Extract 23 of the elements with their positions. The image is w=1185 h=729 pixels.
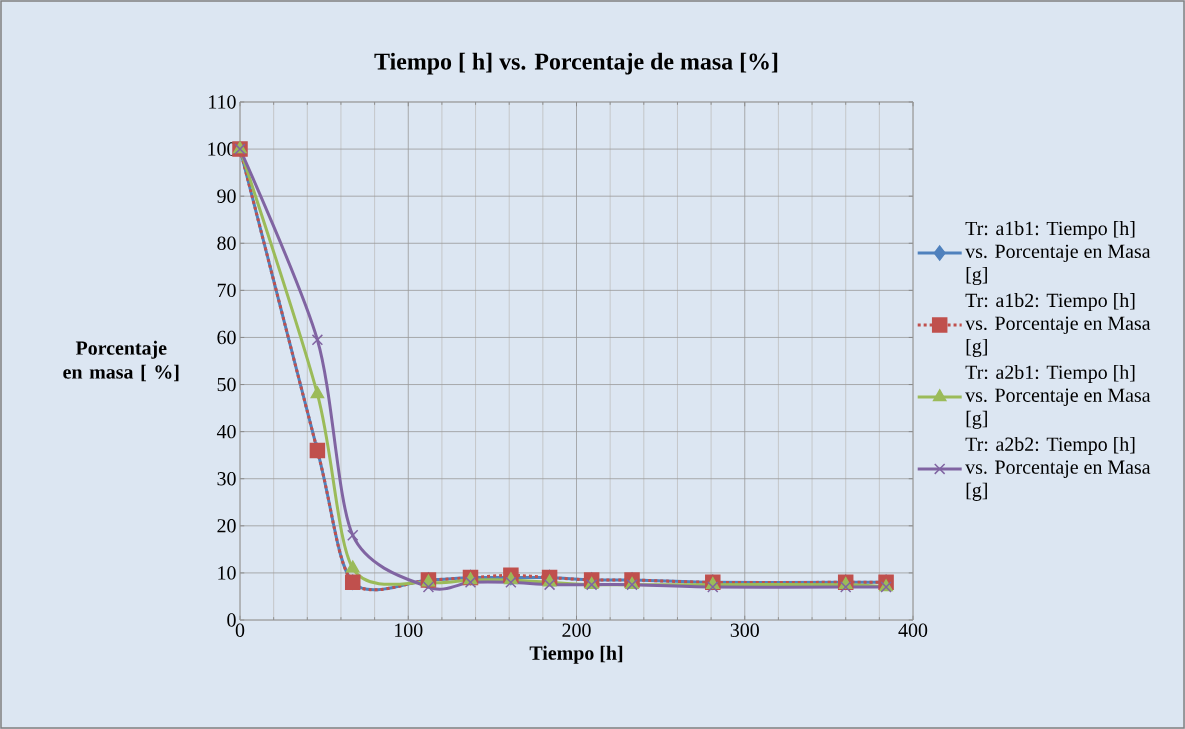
x-tick-label: 200 <box>562 623 591 637</box>
legend-label: Tr: a2b1: Tiempo [h] vs. Porcentaje en Masa [g] <box>965 364 1151 429</box>
x-tick-label: 0 <box>235 623 245 637</box>
y-tick-label: 10 <box>218 566 236 580</box>
x-axis-title: Tiempo [h] <box>529 645 623 664</box>
chart-title: Tiempo [ h] vs. Porcentaje de masa [%] <box>374 52 778 75</box>
y-axis-title: Porcentaje en masa [ %] <box>63 340 179 382</box>
y-tick-label: 50 <box>217 377 236 392</box>
y-tick-label: 90 <box>217 189 236 203</box>
y-tick-label: 60 <box>217 330 236 345</box>
y-tick-label: 70 <box>217 283 236 298</box>
y-tick-label: 40 <box>216 424 236 439</box>
y-tick-label: 0 <box>227 613 236 627</box>
x-tick-label: 300 <box>730 623 759 637</box>
y-tick-label: 80 <box>217 236 236 250</box>
y-tick-label: 110 <box>209 95 236 109</box>
x-tick-label: 400 <box>898 623 928 637</box>
legend-label: Tr: a2b2: Tiempo [h] vs. Porcentaje en Masa [g] <box>965 436 1151 501</box>
y-tick-label: 30 <box>217 472 236 486</box>
legend-label: Tr: a1b1: Tiempo [h] vs. Porcentaje en Masa [g] <box>965 221 1151 286</box>
x-tick-label: 100 <box>395 623 423 637</box>
legend-label: Tr: a1b2: Tiempo [h] vs. Porcentaje en Masa [g] <box>965 293 1151 357</box>
y-tick-label: 20 <box>217 519 236 533</box>
